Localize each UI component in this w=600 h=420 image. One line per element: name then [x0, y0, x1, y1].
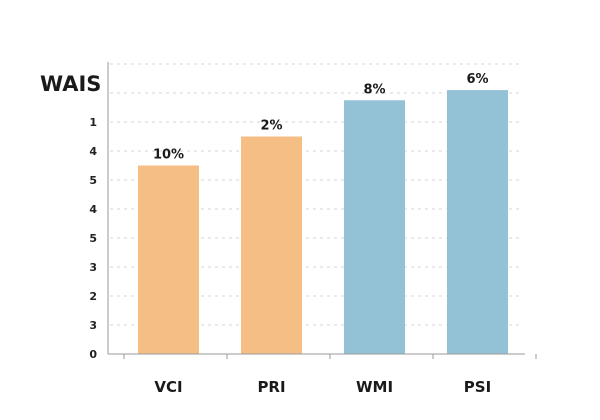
bar-psi [447, 90, 508, 354]
data-label: 2% [260, 119, 282, 134]
x-tick-label: PSI [464, 378, 491, 396]
x-tick-label: PRI [257, 378, 285, 396]
bar-pri [241, 136, 302, 354]
bars [138, 90, 508, 354]
bar-vci [138, 165, 199, 354]
bar-wmi [344, 100, 405, 354]
y-tick-label: 0 [89, 348, 97, 361]
x-tick-label: VCI [154, 378, 182, 396]
data-label: 6% [466, 72, 488, 87]
chart-title: WAIS [40, 72, 101, 96]
data-label: 10% [153, 148, 184, 163]
y-tick-label: 5 [89, 174, 97, 187]
x-tick-label: WMI [356, 378, 393, 396]
y-tick-label: 3 [89, 319, 97, 332]
labels: 0 3 2 3 5 4 5 4 1 10% VCI 2% PRI 8% WMI 6% PSI [89, 72, 491, 396]
y-tick-label: 1 [89, 116, 97, 129]
axes [107, 62, 537, 359]
y-tick-label: 5 [89, 232, 97, 245]
y-tick-label: 3 [89, 261, 97, 274]
y-tick-label: 4 [89, 203, 97, 216]
data-label: 8% [363, 82, 385, 97]
y-tick-label: 2 [89, 290, 97, 303]
y-tick-label: 4 [89, 145, 97, 158]
